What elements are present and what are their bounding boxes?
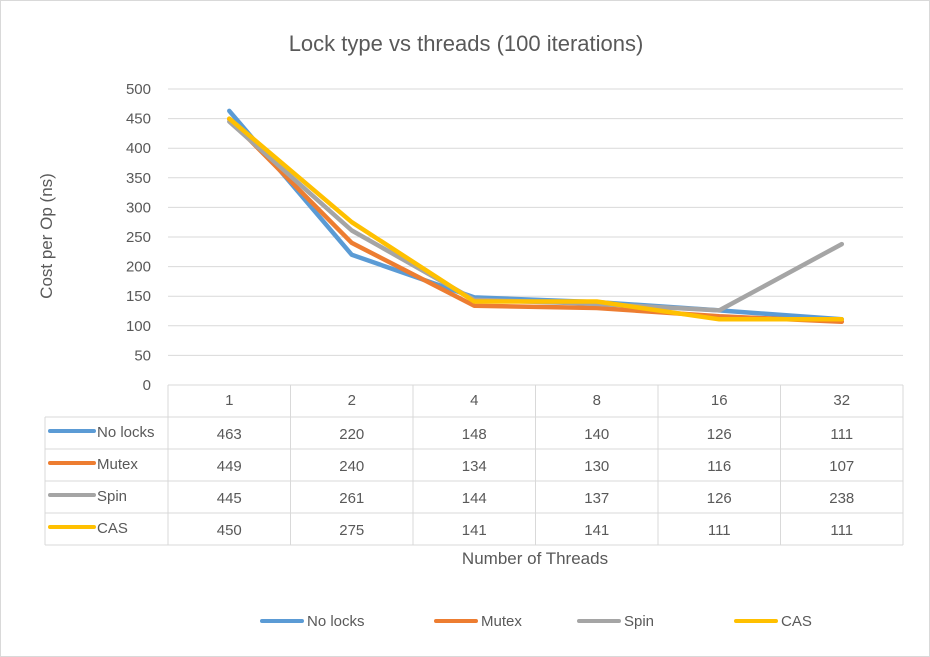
table-cell-value: 126 <box>707 426 732 443</box>
table-series-name: CAS <box>97 520 128 537</box>
y-tick-label: 350 <box>126 170 151 187</box>
x-tick-label: 4 <box>470 392 478 409</box>
y-tick-label: 100 <box>126 318 151 335</box>
x-tick-label: 8 <box>593 392 601 409</box>
chart-title: Lock type vs threads (100 iterations) <box>289 31 644 56</box>
y-tick-label: 150 <box>126 288 151 305</box>
table-cell-value: 141 <box>584 522 609 539</box>
table-cell-value: 148 <box>462 426 487 443</box>
series-line-cas <box>227 116 845 322</box>
table-cell-value: 144 <box>462 490 487 507</box>
legend-label: Mutex <box>481 613 522 630</box>
table-cell-value: 238 <box>829 490 854 507</box>
table-cell-value: 463 <box>217 426 242 443</box>
table-cell-value: 107 <box>829 458 854 475</box>
y-tick-label: 200 <box>126 259 151 276</box>
x-tick-label: 32 <box>833 392 850 409</box>
y-tick-label: 300 <box>126 199 151 216</box>
table-cell-value: 275 <box>339 522 364 539</box>
table-cell-value: 137 <box>584 490 609 507</box>
x-tick-label: 2 <box>348 392 356 409</box>
table-cell-value: 261 <box>339 490 364 507</box>
table-cell-value: 111 <box>708 522 731 539</box>
y-tick-label: 500 <box>126 81 151 98</box>
table-cell-value: 126 <box>707 490 732 507</box>
y-tick-label: 50 <box>134 347 151 364</box>
data-table: 1 2 4 8 16 32 No locks 463 220 148 140 126 111 Mutex 4… <box>44 384 904 546</box>
table-series-name: Spin <box>97 488 127 505</box>
table-cell-value: 134 <box>462 458 487 475</box>
x-tick-label: 16 <box>711 392 728 409</box>
series-lines <box>227 108 845 324</box>
y-tick-label: 450 <box>126 111 151 128</box>
y-tick-label: 400 <box>126 140 151 157</box>
legend-label: CAS <box>781 613 812 630</box>
table-cell-value: 450 <box>217 522 242 539</box>
y-axis-ticks: 0 50 100 150 200 250 300 350 400 450 500 <box>126 81 151 394</box>
y-tick-label: 0 <box>143 377 151 394</box>
table-cell-value: 111 <box>830 522 853 539</box>
x-axis-title: Number of Threads <box>462 549 608 568</box>
table-cell-value: 445 <box>217 490 242 507</box>
legend: No locks Mutex Spin CAS <box>260 613 812 630</box>
table-cell-value: 240 <box>339 458 364 475</box>
table-cell-value: 141 <box>462 522 487 539</box>
table-cell-value: 220 <box>339 426 364 443</box>
y-axis-title: Cost per Op (ns) <box>37 173 56 299</box>
x-tick-label: 1 <box>225 392 233 409</box>
table-cell-value: 111 <box>830 426 853 443</box>
table-series-name: No locks <box>97 424 155 441</box>
y-tick-label: 250 <box>126 229 151 246</box>
table-cell-value: 130 <box>584 458 609 475</box>
table-cell-value: 116 <box>707 458 731 475</box>
legend-label: No locks <box>307 613 365 630</box>
table-series-name: Mutex <box>97 456 138 473</box>
table-cell-value: 449 <box>217 458 242 475</box>
table-cell-value: 140 <box>584 426 609 443</box>
legend-label: Spin <box>624 613 654 630</box>
